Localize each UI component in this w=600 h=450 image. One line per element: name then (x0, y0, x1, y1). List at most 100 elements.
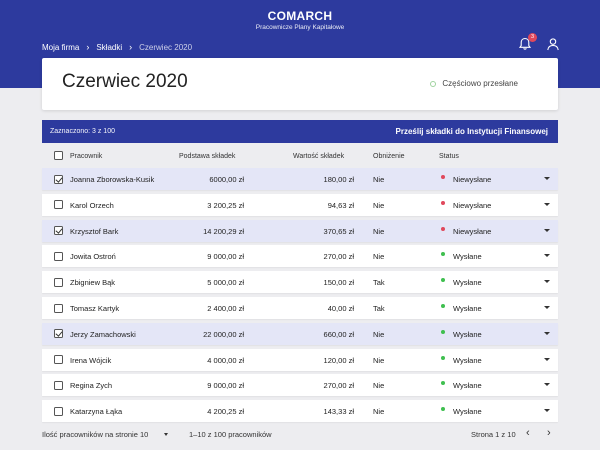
breadcrumb: Moja firma › Składki › Czerwiec 2020 (42, 42, 192, 52)
status-dot-icon (441, 200, 445, 205)
row-expand-caret-icon[interactable] (544, 280, 550, 284)
table-header: Pracownik Podstawa składek Wartość skład… (42, 148, 558, 166)
status-dot-icon (441, 226, 445, 231)
employee-name: Katarzyna Łąka (70, 407, 123, 417)
status-label: Niewysłane (453, 175, 492, 184)
column-header-value[interactable]: Wartość składek (293, 153, 345, 160)
status-label: Niewysłane (453, 226, 492, 236)
row-checkbox[interactable] (54, 174, 63, 184)
bell-icon (518, 37, 532, 50)
period-status: Częściowo przesłane (430, 79, 518, 88)
contribution-value: 370,65 zł (323, 226, 354, 236)
row-expand-caret-icon[interactable] (544, 177, 550, 180)
pagination-range: 1–10 z 100 pracowników (189, 430, 272, 439)
status-label: Wysłane (453, 407, 482, 417)
employee-name: Joanna Zborowska-Kusik (70, 175, 155, 184)
table-row[interactable]: Joanna Zborowska-Kusik 6000,00 zł 180,00 z… (42, 168, 558, 190)
reduction-value: Nie (373, 407, 385, 417)
row-checkbox[interactable] (54, 251, 63, 261)
selection-count: Zaznaczono: 3 z 100 (50, 128, 115, 135)
select-all-checkbox[interactable] (54, 151, 63, 160)
row-checkbox[interactable] (54, 355, 63, 365)
row-checkbox[interactable] (54, 380, 63, 390)
row-expand-caret-icon[interactable] (544, 228, 550, 232)
notification-badge: 3 (528, 33, 537, 42)
row-expand-caret-icon[interactable] (544, 202, 550, 206)
row-expand-caret-icon[interactable] (544, 306, 550, 309)
table-row[interactable]: Jowita Ostroń 9 000,00 zł 270,00 zł Nie Wysł… (42, 245, 558, 268)
row-expand-caret-icon[interactable] (544, 409, 550, 413)
breadcrumb-item-current: Czerwiec 2020 (139, 42, 193, 52)
status-dot-icon (441, 175, 445, 179)
employee-name: Jerzy Zamachowski (70, 329, 136, 339)
row-checkbox[interactable] (54, 406, 63, 416)
send-contributions-button[interactable]: Prześlij składki do Instytucji Finansowe… (395, 127, 549, 136)
contribution-value: 143,33 zł (323, 407, 354, 417)
table-row[interactable]: Regina Zych 9 000,00 zł 270,00 zł Nie Wysłan… (42, 374, 558, 397)
row-checkbox[interactable] (54, 277, 63, 287)
table-row[interactable]: Tomasz Kartyk 2 400,00 zł 40,00 zł Tak Wysła… (42, 297, 558, 319)
table-row[interactable]: Krzysztof Bark 14 200,29 zł 370,65 zł Nie Ni… (42, 219, 558, 242)
reduction-value: Nie (373, 175, 385, 184)
status-dot-icon (441, 329, 445, 334)
row-expand-caret-icon[interactable] (544, 331, 550, 335)
table-row[interactable]: Katarzyna Łąka 4 200,25 zł 143,33 zł Nie Wys… (42, 400, 558, 423)
reduction-value: Tak (373, 304, 385, 313)
logo[interactable]: COMARCH (267, 9, 333, 23)
column-header-reduction[interactable]: Obniżenie (373, 153, 405, 160)
status-label: Wysłane (453, 252, 482, 262)
reduction-value: Nie (373, 200, 385, 210)
contribution-value: 40,00 zł (327, 304, 354, 313)
breadcrumb-item-skladki[interactable]: Składki (96, 42, 123, 52)
selection-bar: Zaznaczono: 3 z 100 Prześlij składki do … (42, 120, 558, 143)
table-row[interactable]: Zbigniew Bąk 5 000,00 zł 150,00 zł Tak Wysła… (42, 271, 558, 294)
employee-name: Regina Zych (70, 381, 113, 391)
brand: COMARCH Pracownicze Plany Kapitałowe (0, 9, 600, 31)
contribution-base: 4 200,25 zł (207, 407, 244, 417)
prev-page-button[interactable]: ‹ (526, 427, 530, 439)
chevron-right-icon: › (129, 42, 133, 52)
contribution-value: 270,00 zł (323, 252, 354, 262)
table-row[interactable]: Karol Orzech 3 200,25 zł 94,63 zł Nie Niewys… (42, 193, 558, 216)
reduction-value: Nie (373, 329, 385, 339)
status-dot-icon (441, 381, 445, 386)
chevron-down-icon[interactable] (164, 433, 168, 436)
title-card: Czerwiec 2020 Częściowo przesłane (42, 58, 558, 110)
page-title: Czerwiec 2020 (62, 71, 188, 92)
breadcrumb-item-firma[interactable]: Moja firma (42, 42, 80, 52)
column-header-status[interactable]: Status (439, 153, 459, 160)
row-expand-caret-icon[interactable] (544, 254, 550, 258)
reduction-value: Tak (373, 278, 385, 288)
table-row[interactable]: Irena Wójcik 4 000,00 zł 120,00 zł Nie Wysła… (42, 348, 558, 371)
contribution-base: 14 200,29 zł (203, 226, 244, 236)
user-icon[interactable] (546, 37, 560, 51)
employee-name: Zbigniew Bąk (70, 278, 116, 288)
row-expand-caret-icon[interactable] (544, 383, 550, 387)
next-page-button[interactable]: › (547, 427, 551, 439)
row-checkbox[interactable] (54, 329, 63, 339)
contribution-value: 120,00 zł (323, 355, 354, 365)
table-row[interactable]: Jerzy Zamachowski 22 000,00 zł 660,00 zł Ni… (42, 322, 558, 345)
per-page-select[interactable]: Ilość pracowników na stronie 10 (42, 430, 149, 439)
contribution-value: 270,00 zł (323, 381, 354, 391)
employee-name: Jowita Ostroń (70, 252, 116, 262)
column-header-employee[interactable]: Pracownik (70, 153, 103, 160)
status-label: Wysłane (453, 304, 482, 313)
header-icons: 3 (518, 33, 560, 51)
reduction-value: Nie (373, 381, 385, 391)
contribution-base: 4 000,00 zł (207, 355, 244, 365)
row-checkbox[interactable] (54, 226, 63, 236)
brand-subtitle: Pracownicze Plany Kapitałowe (255, 24, 345, 31)
status-dot-icon (441, 278, 445, 283)
contribution-base: 2 400,00 zł (207, 304, 244, 313)
notifications-button[interactable]: 3 (518, 33, 537, 51)
reduction-value: Nie (373, 355, 385, 365)
status-ring-icon (430, 80, 437, 87)
row-checkbox[interactable] (54, 303, 63, 313)
employee-name: Tomasz Kartyk (70, 304, 120, 313)
row-expand-caret-icon[interactable] (544, 357, 550, 361)
column-header-base[interactable]: Podstawa składek (179, 153, 236, 160)
status-dot-icon (441, 252, 445, 257)
contribution-value: 180,00 zł (323, 175, 354, 184)
row-checkbox[interactable] (54, 200, 63, 210)
